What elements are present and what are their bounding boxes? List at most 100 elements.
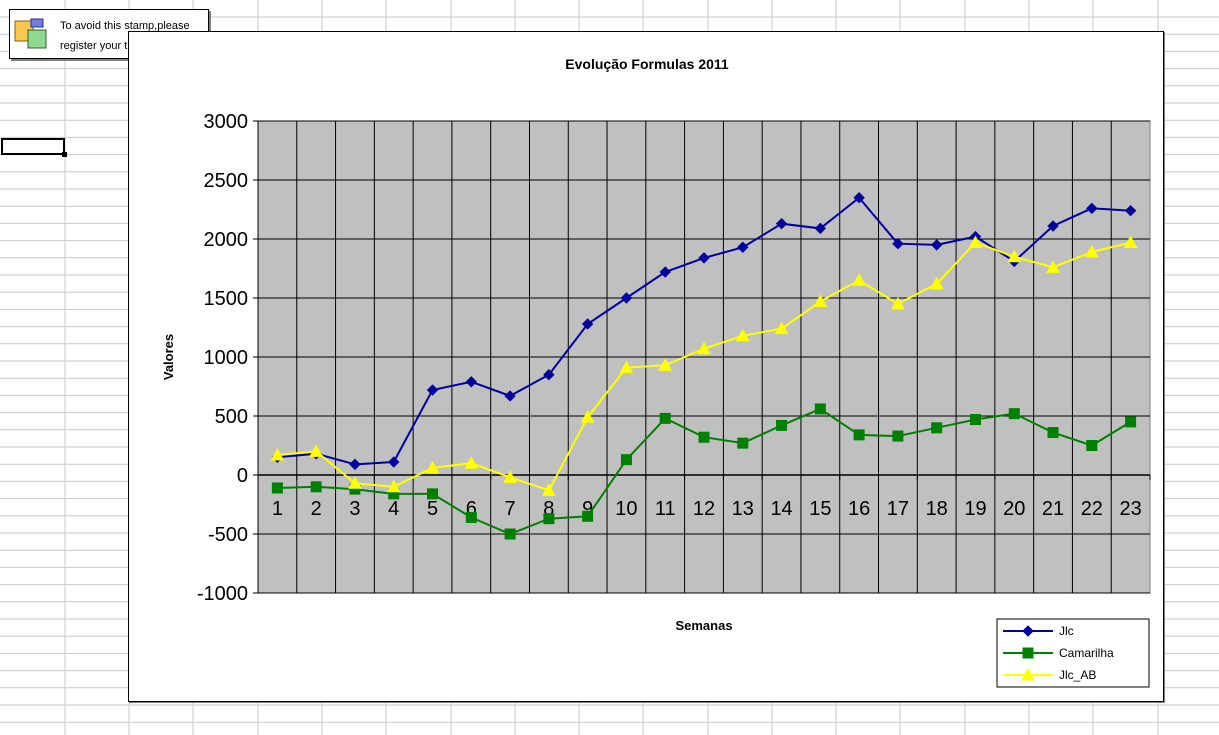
y-tick-label: 1500 — [204, 288, 249, 310]
data-point-jlc_ab — [542, 483, 556, 496]
x-tick-label: 21 — [1042, 498, 1064, 520]
y-tick-label: -1000 — [197, 583, 248, 605]
legend-item-camarilha[interactable]: Camarilha — [1003, 646, 1114, 660]
y-tick-label: 2500 — [204, 170, 249, 192]
y-tick-label: 3000 — [204, 111, 249, 133]
data-point-jlc — [698, 252, 710, 264]
x-tick-label: 23 — [1119, 498, 1141, 520]
legend-item-jlc_ab[interactable]: Jlc_AB — [1003, 667, 1096, 682]
stamp-logo-icon — [14, 18, 47, 49]
data-point-jlc_ab — [891, 296, 905, 310]
x-tick-label: 22 — [1081, 498, 1103, 520]
x-tick-label: 3 — [349, 498, 360, 520]
x-tick-label: 4 — [388, 498, 399, 520]
data-point-camarilha — [271, 482, 283, 494]
chart-area[interactable]: 3000 2500 2000 1500 1000 500 0 -500 -1000 1 2 3 4 5 6 7… — [128, 31, 1164, 702]
legend-label: Jlc_AB — [1059, 668, 1096, 682]
x-tick-label: 12 — [693, 498, 715, 520]
data-point-jlc — [543, 368, 555, 381]
data-point-jlc_ab — [929, 276, 944, 290]
data-point-jlc — [775, 217, 788, 230]
data-point-jlc — [504, 390, 516, 402]
x-tick-label: 10 — [615, 498, 637, 520]
x-tick-label: 8 — [543, 498, 554, 520]
line-chart: 3000 2500 2000 1500 1000 500 0 -500 -1000 1 2 3 4 5 6 7… — [161, 56, 1151, 688]
data-point-camarilha — [814, 403, 826, 415]
x-tick-label: 6 — [466, 498, 477, 520]
data-point-jlc_ab — [619, 360, 634, 374]
data-point-camarilha — [620, 454, 632, 466]
legend-marker-jlc — [1022, 625, 1034, 637]
active-cell[interactable] — [1, 138, 67, 157]
x-tick-label: 14 — [770, 498, 792, 520]
data-point-jlc_ab — [735, 328, 750, 342]
data-point-camarilha — [969, 414, 981, 426]
legend-label: Jlc — [1059, 624, 1074, 638]
data-point-jlc — [349, 458, 361, 471]
fill-handle[interactable] — [62, 152, 67, 157]
data-point-jlc_ab — [1007, 249, 1022, 263]
x-tick-label: 16 — [848, 498, 870, 520]
y-tick-label: -500 — [208, 524, 248, 546]
data-point-jlc — [388, 456, 400, 468]
data-point-jlc_ab — [580, 410, 595, 423]
data-point-camarilha — [737, 437, 749, 449]
x-tick-label: 11 — [655, 498, 676, 520]
x-tick-label: 5 — [427, 498, 438, 520]
data-point-jlc_ab — [309, 444, 324, 457]
data-point-jlc — [853, 191, 865, 204]
data-point-jlc_ab — [774, 321, 789, 335]
data-point-jlc_ab — [503, 470, 517, 483]
x-tick-label: 15 — [809, 498, 831, 520]
x-tick-label: 9 — [582, 498, 593, 520]
legend-marker-jlc_ab — [1021, 667, 1035, 681]
y-tick-label: 1000 — [204, 347, 249, 369]
data-point-camarilha — [310, 481, 322, 493]
y-axis-title: Valores — [161, 334, 176, 380]
x-tick-label: 2 — [311, 498, 322, 520]
data-point-jlc_ab — [1084, 244, 1099, 258]
data-point-camarilha — [1047, 427, 1059, 439]
data-point-jlc — [426, 384, 439, 396]
data-point-jlc — [737, 241, 749, 253]
data-point-camarilha — [776, 419, 788, 431]
data-point-camarilha — [892, 430, 904, 442]
x-tick-label: 13 — [732, 498, 754, 520]
y-tick-label: 2000 — [204, 229, 249, 251]
data-point-camarilha — [853, 429, 865, 441]
legend-label: Camarilha — [1059, 646, 1114, 660]
data-point-jlc_ab — [1046, 260, 1060, 273]
data-point-jlc_ab — [813, 294, 828, 308]
data-point-jlc — [1047, 220, 1059, 232]
x-tick-label: 17 — [887, 498, 909, 520]
series-camarilha — [271, 403, 1137, 540]
y-tick-label: 0 — [237, 465, 248, 487]
x-tick-label: 20 — [1003, 498, 1025, 520]
data-point-jlc_ab — [425, 460, 440, 474]
x-tick-label: 7 — [505, 498, 516, 520]
chart-legend[interactable]: Jlc Camarilha Jlc_AB — [996, 618, 1150, 688]
data-point-camarilha — [698, 431, 710, 443]
data-point-jlc_ab — [1123, 235, 1138, 249]
data-point-jlc_ab — [386, 479, 401, 493]
data-point-jlc — [1086, 202, 1098, 215]
series-jlc_ab — [270, 235, 1138, 496]
data-point-camarilha — [465, 511, 477, 523]
data-point-jlc_ab — [270, 447, 285, 461]
x-tick-label: 18 — [926, 498, 948, 520]
chart-title: Evolução Formulas 2011 — [565, 56, 729, 72]
data-point-jlc — [1124, 204, 1137, 217]
data-point-camarilha — [659, 412, 671, 424]
data-point-camarilha — [931, 422, 943, 434]
x-axis-title: Semanas — [675, 618, 732, 633]
data-point-camarilha — [543, 513, 555, 525]
data-point-jlc — [465, 376, 478, 388]
data-point-camarilha — [582, 510, 594, 522]
y-tick-label: 500 — [215, 406, 248, 428]
data-point-jlc_ab — [697, 341, 711, 355]
data-point-jlc_ab — [852, 273, 866, 286]
data-point-jlc_ab — [968, 235, 983, 249]
legend-item-jlc[interactable]: Jlc — [1003, 624, 1074, 638]
data-point-camarilha — [1008, 408, 1020, 420]
x-tick-label: 19 — [964, 498, 986, 520]
